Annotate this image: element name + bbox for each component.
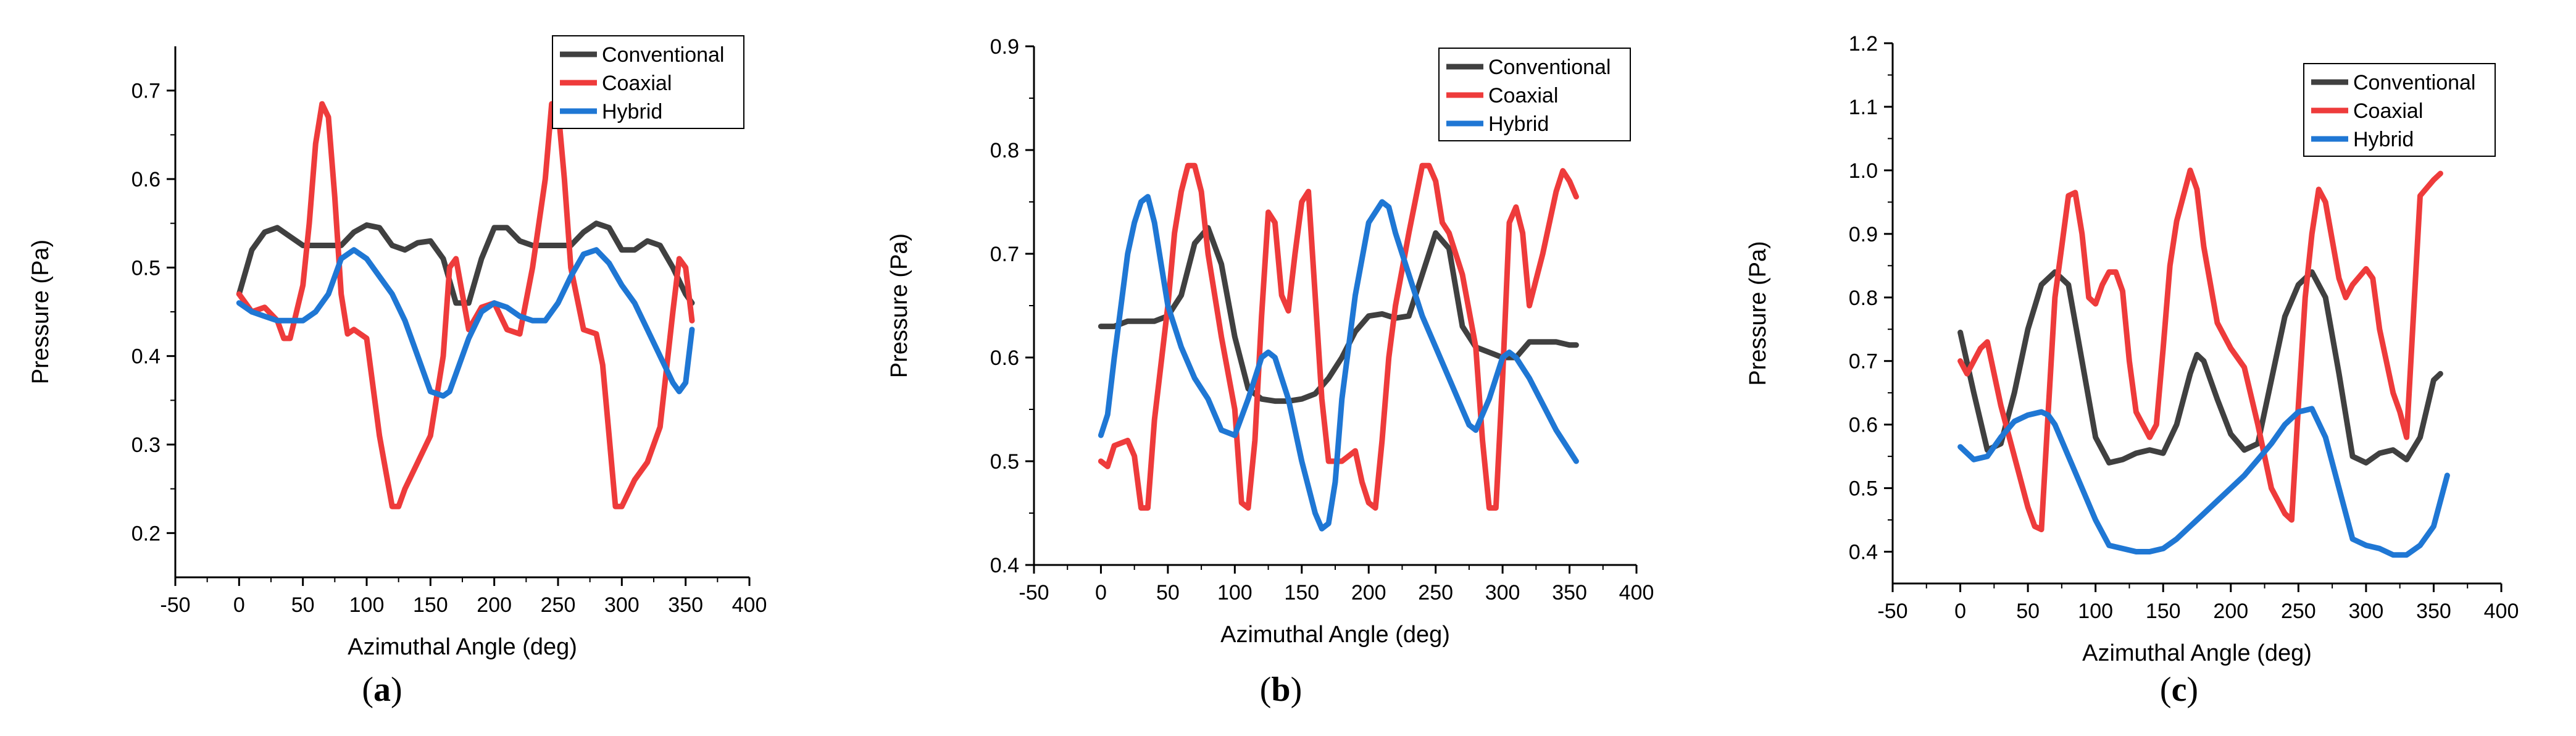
y-tick-label: 0.5 bbox=[990, 450, 1019, 474]
plot-area bbox=[1098, 162, 1579, 532]
x-tick-label: -50 bbox=[1019, 581, 1049, 604]
series-line-conventional bbox=[236, 220, 695, 306]
legend-label-hybrid: Hybrid bbox=[2353, 128, 2414, 151]
x-axis-label: Azimuthal Angle (deg) bbox=[1220, 622, 1450, 648]
y-axis-label: Pressure (Pa) bbox=[886, 233, 912, 378]
series-line-hybrid bbox=[236, 247, 695, 399]
y-tick-label: 0.8 bbox=[1849, 286, 1878, 310]
series-line-hybrid bbox=[1098, 194, 1579, 532]
chart-a: -50 0 50 100 150 200 250 300 350 400 0.2 0.3 0.4 0.5 0… bbox=[28, 35, 767, 660]
x-tick-label: 350 bbox=[1552, 581, 1587, 604]
x-axis-label: Azimuthal Angle (deg) bbox=[348, 634, 577, 660]
y-tick-label: 0.7 bbox=[1849, 350, 1878, 374]
series-line-coaxial bbox=[1098, 162, 1579, 511]
plot-area bbox=[236, 101, 695, 509]
y-axis-label: Pressure (Pa) bbox=[1745, 241, 1771, 385]
y-axis-label: Pressure (Pa) bbox=[28, 240, 54, 384]
chart-b: -50 0 50 100 150 200 250 300 350 400 0.4 0.5 0.6 0.7 0… bbox=[886, 35, 1654, 648]
y-tick-label: 0.4 bbox=[131, 345, 160, 369]
x-tick-label: 50 bbox=[2016, 600, 2040, 623]
y-tick-label: 1.0 bbox=[1849, 159, 1878, 183]
subfigure-label-a: (a) bbox=[362, 671, 402, 709]
x-tick-label: 400 bbox=[732, 593, 767, 617]
y-tick-label: 0.7 bbox=[990, 243, 1019, 266]
x-tick-label: 200 bbox=[2213, 600, 2248, 623]
y-tick-label: 0.5 bbox=[1849, 477, 1878, 501]
legend-label-coaxial: Coaxial bbox=[2353, 99, 2423, 123]
plot-area bbox=[1957, 167, 2450, 558]
y-tick-label: 0.9 bbox=[990, 35, 1019, 59]
y-tick-label: 0.6 bbox=[1849, 414, 1878, 437]
x-tick-label: 150 bbox=[2146, 600, 2181, 623]
x-tick-label: 0 bbox=[1095, 581, 1107, 604]
x-tick-label: 150 bbox=[413, 593, 448, 617]
legend-label-conventional: Conventional bbox=[602, 43, 724, 67]
legend-label-hybrid: Hybrid bbox=[1488, 112, 1549, 136]
x-tick-label: 200 bbox=[477, 593, 512, 617]
series-line-conventional bbox=[1957, 269, 2443, 466]
y-tick-label: 1.1 bbox=[1849, 96, 1878, 119]
legend-label-conventional: Conventional bbox=[1488, 56, 1611, 79]
x-tick-label: 100 bbox=[1217, 581, 1253, 604]
y-tick-label: 0.5 bbox=[131, 256, 160, 280]
x-tick-label: 250 bbox=[541, 593, 576, 617]
y-tick-label: 1.2 bbox=[1849, 32, 1878, 56]
y-tick-label: 0.9 bbox=[1849, 223, 1878, 246]
x-tick-label: -50 bbox=[1877, 600, 1907, 623]
legend-label-coaxial: Coaxial bbox=[1488, 84, 1558, 107]
x-tick-label: 400 bbox=[1619, 581, 1654, 604]
legend-label-conventional: Conventional bbox=[2353, 71, 2475, 94]
x-tick-label: 200 bbox=[1351, 581, 1386, 604]
y-tick-label: 0.4 bbox=[990, 554, 1019, 577]
y-tick-label: 0.8 bbox=[990, 139, 1019, 162]
x-tick-label: 50 bbox=[1156, 581, 1180, 604]
x-tick-label: 150 bbox=[1284, 581, 1319, 604]
x-tick-label: 100 bbox=[349, 593, 385, 617]
y-tick-label: 0.7 bbox=[131, 80, 160, 103]
x-tick-label: 300 bbox=[2349, 600, 2384, 623]
x-tick-label: 350 bbox=[668, 593, 703, 617]
y-tick-label: 0.6 bbox=[990, 346, 1019, 370]
x-tick-label: 300 bbox=[1485, 581, 1520, 604]
x-tick-label: 0 bbox=[1954, 600, 1966, 623]
x-tick-label: 250 bbox=[1418, 581, 1453, 604]
chart-c: -50 0 50 100 150 200 250 300 350 400 0.4 0.5 0.6 0.7 0… bbox=[1745, 32, 2519, 666]
y-tick-label: 0.3 bbox=[131, 433, 160, 457]
x-tick-label: -50 bbox=[160, 593, 190, 617]
subfigure-label-b: (b) bbox=[1259, 671, 1303, 709]
x-tick-label: 0 bbox=[233, 593, 245, 617]
y-tick-label: 0.4 bbox=[1849, 541, 1878, 564]
series-line-coaxial bbox=[236, 101, 695, 509]
x-tick-label: 350 bbox=[2416, 600, 2451, 623]
legend-label-hybrid: Hybrid bbox=[602, 100, 662, 123]
x-axis-label: Azimuthal Angle (deg) bbox=[2082, 640, 2312, 666]
legend-label-coaxial: Coaxial bbox=[602, 72, 672, 95]
series-line-coaxial bbox=[1957, 167, 2443, 532]
x-tick-label: 100 bbox=[2078, 600, 2113, 623]
y-tick-label: 0.6 bbox=[131, 168, 160, 191]
x-tick-label: 300 bbox=[604, 593, 640, 617]
x-tick-label: 50 bbox=[291, 593, 315, 617]
subfigure-label-c: (c) bbox=[2159, 671, 2199, 709]
series-line-hybrid bbox=[1957, 406, 2450, 558]
x-tick-label: 250 bbox=[2281, 600, 2316, 623]
y-tick-label: 0.2 bbox=[131, 522, 160, 545]
x-tick-label: 400 bbox=[2484, 600, 2519, 623]
